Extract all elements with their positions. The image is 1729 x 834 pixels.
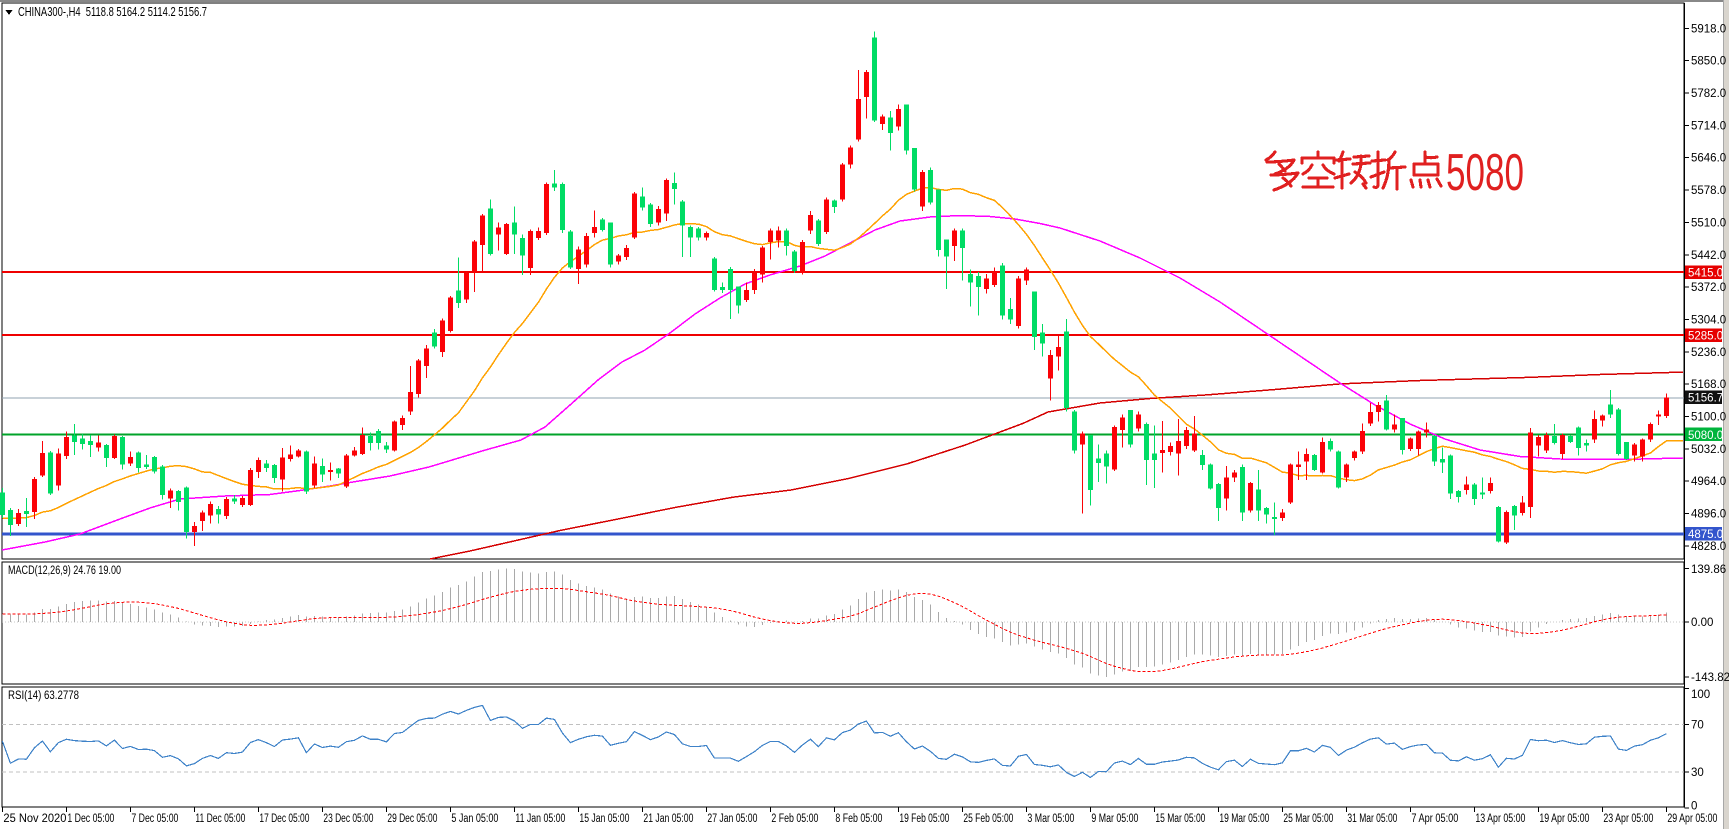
svg-text:30: 30 — [1691, 767, 1704, 779]
svg-text:27 Jan 05:00: 27 Jan 05:00 — [707, 813, 757, 825]
svg-text:25 Mar 05:00: 25 Mar 05:00 — [1283, 813, 1333, 825]
svg-text:5714.0: 5714.0 — [1691, 120, 1726, 132]
svg-text:5032.0: 5032.0 — [1691, 444, 1726, 456]
svg-text:3 Mar 05:00: 3 Mar 05:00 — [1027, 813, 1074, 825]
svg-text:19 Feb 05:00: 19 Feb 05:00 — [899, 813, 949, 825]
svg-text:1 Dec 05:00: 1 Dec 05:00 — [67, 813, 114, 825]
svg-text:-143.82: -143.82 — [1691, 672, 1729, 684]
svg-text:8 Feb 05:00: 8 Feb 05:00 — [835, 813, 882, 825]
svg-text:0: 0 — [1691, 801, 1697, 813]
svg-text:5578.0: 5578.0 — [1691, 185, 1726, 197]
svg-text:5918.0: 5918.0 — [1691, 23, 1726, 35]
svg-text:23 Apr 05:00: 23 Apr 05:00 — [1603, 813, 1653, 825]
svg-text:5372.0: 5372.0 — [1691, 282, 1726, 294]
svg-text:5285.0: 5285.0 — [1688, 331, 1723, 343]
svg-text:5100.0: 5100.0 — [1691, 412, 1726, 424]
svg-text:19 Apr 05:00: 19 Apr 05:00 — [1539, 813, 1589, 825]
svg-text:31 Mar 05:00: 31 Mar 05:00 — [1347, 813, 1397, 825]
svg-text:139.86: 139.86 — [1691, 564, 1726, 576]
svg-text:RSI(14) 63.2778: RSI(14) 63.2778 — [8, 690, 79, 702]
svg-text:100: 100 — [1691, 689, 1710, 701]
svg-text:0.00: 0.00 — [1691, 617, 1713, 629]
svg-text:29 Dec 05:00: 29 Dec 05:00 — [387, 813, 437, 825]
svg-text:5168.0: 5168.0 — [1691, 379, 1726, 391]
svg-text:11 Jan 05:00: 11 Jan 05:00 — [515, 813, 565, 825]
svg-text:5442.0: 5442.0 — [1691, 250, 1726, 262]
svg-text:4875.0: 4875.0 — [1688, 529, 1723, 541]
svg-text:5415.0: 5415.0 — [1688, 268, 1723, 280]
svg-text:5080.0: 5080.0 — [1688, 430, 1723, 442]
svg-text:5510.0: 5510.0 — [1691, 217, 1726, 229]
svg-text:17 Dec 05:00: 17 Dec 05:00 — [259, 813, 309, 825]
svg-text:4828.0: 4828.0 — [1691, 541, 1726, 553]
svg-text:2 Feb 05:00: 2 Feb 05:00 — [771, 813, 818, 825]
svg-text:7 Dec 05:00: 7 Dec 05:00 — [131, 813, 178, 825]
svg-text:5850.0: 5850.0 — [1691, 56, 1726, 68]
svg-text:4964.0: 4964.0 — [1691, 476, 1726, 488]
svg-text:7 Apr 05:00: 7 Apr 05:00 — [1411, 813, 1458, 825]
svg-text:23 Dec 05:00: 23 Dec 05:00 — [323, 813, 373, 825]
svg-text:15 Jan 05:00: 15 Jan 05:00 — [579, 813, 629, 825]
svg-text:9 Mar 05:00: 9 Mar 05:00 — [1091, 813, 1138, 825]
svg-text:11 Dec 05:00: 11 Dec 05:00 — [195, 813, 245, 825]
svg-text:13 Apr 05:00: 13 Apr 05:00 — [1475, 813, 1525, 825]
svg-text:5080: 5080 — [1446, 144, 1524, 202]
svg-text:15 Mar 05:00: 15 Mar 05:00 — [1155, 813, 1205, 825]
svg-text:25 Feb 05:00: 25 Feb 05:00 — [963, 813, 1013, 825]
svg-text:5 Jan 05:00: 5 Jan 05:00 — [451, 813, 498, 825]
svg-text:19 Mar 05:00: 19 Mar 05:00 — [1219, 813, 1269, 825]
svg-text:21 Jan 05:00: 21 Jan 05:00 — [643, 813, 693, 825]
svg-text:5646.0: 5646.0 — [1691, 153, 1726, 165]
svg-text:70: 70 — [1691, 720, 1704, 732]
svg-text:4896.0: 4896.0 — [1691, 509, 1726, 521]
svg-text:5156.7: 5156.7 — [1688, 393, 1723, 405]
svg-text:MACD(12,26,9) 24.76 19.00: MACD(12,26,9) 24.76 19.00 — [8, 565, 121, 577]
svg-text:CHINA300-,H4 5118.8 5164.2 51: CHINA300-,H4 5118.8 5164.2 5114.2 5156.7 — [18, 5, 207, 19]
svg-text:5304.0: 5304.0 — [1691, 315, 1726, 327]
svg-text:5782.0: 5782.0 — [1691, 88, 1726, 100]
svg-text:29 Apr 05:00: 29 Apr 05:00 — [1667, 813, 1717, 825]
svg-text:25 Nov 2020: 25 Nov 2020 — [3, 813, 66, 825]
svg-text:5236.0: 5236.0 — [1691, 347, 1726, 359]
